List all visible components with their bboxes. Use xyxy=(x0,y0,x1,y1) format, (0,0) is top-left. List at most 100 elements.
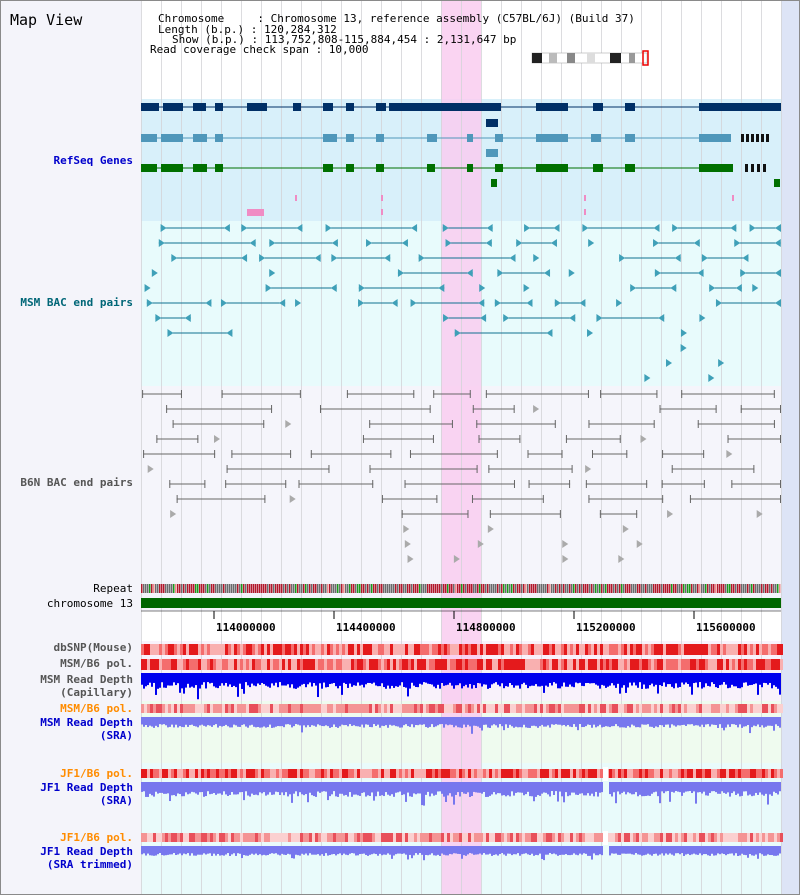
msm-depth-capillary-bar xyxy=(641,673,643,689)
msm-depth-capillary-bar xyxy=(381,673,383,684)
repeat-element xyxy=(269,584,271,593)
msm-depth-sra-bar xyxy=(593,717,595,725)
jf1-depth-sra-bar xyxy=(731,782,733,794)
msm-pol-sra-heat-cell xyxy=(531,704,534,713)
msm-depth-capillary-bar xyxy=(277,673,279,688)
repeat-element xyxy=(659,584,661,593)
dbsnp-heat-cell xyxy=(198,644,201,655)
msm-pol-heat-cell xyxy=(507,659,510,670)
jf1-depth-sra-bar xyxy=(515,782,517,793)
msm-depth-capillary-bar xyxy=(483,673,485,685)
msm-depth-sra-bar xyxy=(605,717,607,727)
jf1-pol-trimmed-heat-cell xyxy=(231,833,234,842)
msm-pol-sra-heat-cell xyxy=(507,704,510,713)
jf1-depth-trimmed-bar xyxy=(395,846,397,855)
msm-pol-sra-heat-cell xyxy=(360,704,363,713)
jf1-depth-sra-bar xyxy=(407,782,409,793)
repeat-element xyxy=(283,584,285,593)
msm-depth-sra-bar xyxy=(545,717,547,727)
msm-depth-capillary-bar xyxy=(569,673,571,685)
msm-bac-end-pairs-label[interactable]: MSM BAC end pairs xyxy=(20,296,133,309)
jf1-pol-trimmed-heat-cell xyxy=(687,833,690,842)
msm-depth-capillary-bar xyxy=(257,673,259,684)
jf1-depth-sra-bar xyxy=(149,782,151,794)
jf1-pol-trimmed-heat-cell xyxy=(690,833,693,842)
b6n-bac-end xyxy=(533,405,540,413)
jf1-pol-trimmed-heat-cell xyxy=(333,833,336,842)
jf1-pol-heat-cell xyxy=(555,769,558,778)
msm-depth-sra-bar xyxy=(199,717,201,726)
msm-pol-heat-cell xyxy=(414,659,417,670)
b6n-bac-end xyxy=(204,480,206,488)
repeat-element xyxy=(653,584,655,593)
jf1-depth-sra-bar xyxy=(559,782,561,792)
msm-depth-capillary-bar xyxy=(357,673,359,683)
jf1-pol-trimmed-heat-cell xyxy=(363,833,366,842)
msm-depth-sra-bar xyxy=(577,717,579,731)
msm-depth-sra-bar xyxy=(383,717,385,727)
repeat-element xyxy=(715,584,717,593)
msm-depth-capillary-bar xyxy=(745,673,747,683)
msm-depth-capillary-bar xyxy=(555,673,557,684)
jf1-depth-sra-bar xyxy=(237,782,239,795)
jf1-depth-sra-bar xyxy=(663,782,665,794)
jf1-pol-trimmed-heat-cell xyxy=(351,833,354,842)
jf1-pol-trimmed-heat-cell xyxy=(675,833,678,842)
msm-pol-heat-cell xyxy=(657,659,660,670)
msm-depth-sra-bar xyxy=(259,717,261,728)
repeat-element xyxy=(607,584,609,593)
msm-depth-sra-bar xyxy=(371,717,373,728)
msm-depth-capillary-bar xyxy=(535,673,537,685)
msm-pol-sra-heat-cell xyxy=(780,704,783,713)
msm-depth-sra-bar xyxy=(771,717,773,726)
b6n-bac-end xyxy=(142,390,144,398)
jf1-depth-trimmed-bar xyxy=(219,846,221,856)
msm-pol-heat-cell xyxy=(654,659,657,670)
b6n-bac-end xyxy=(156,435,158,443)
jf1-depth-trimmed-bar xyxy=(737,846,739,856)
msm-depth-sra-bar xyxy=(693,717,695,726)
jf1-depth-sra-bar xyxy=(217,782,219,794)
jf1-depth-sra-bar xyxy=(707,782,709,796)
msm-pol-sra-heat-cell xyxy=(234,704,237,713)
refseq-gene-steel-exon xyxy=(699,134,731,142)
msm-pol-sra-heat-cell xyxy=(249,704,252,713)
jf1-pol-heat-cell xyxy=(624,769,627,778)
msm-depth-sra-bar xyxy=(561,717,563,726)
msm-pol-heat-cell xyxy=(306,659,309,670)
jf1-pol-heat-cell xyxy=(657,769,660,778)
jf1-depth-sra-bar xyxy=(163,782,165,794)
msm-depth-capillary-bar xyxy=(695,673,697,683)
msm-pol-sra-heat-cell xyxy=(390,704,393,713)
msm-depth-sra-bar xyxy=(521,717,523,728)
jf1-depth-sra-sub: (SRA) xyxy=(99,794,133,807)
msm-depth-sra-bar xyxy=(739,717,741,725)
repeat-element xyxy=(747,584,749,593)
msm-depth-capillary-bar xyxy=(699,673,701,683)
refseq-genes-label[interactable]: RefSeq Genes xyxy=(53,154,133,167)
msm-depth-capillary-bar xyxy=(551,673,553,686)
dbsnp-heat-cell xyxy=(540,644,543,655)
repeat-element xyxy=(143,584,145,593)
b6n-bac-end xyxy=(618,555,625,563)
msm-depth-sra-bar xyxy=(687,717,689,725)
msm-depth-sra-bar xyxy=(349,717,351,725)
refseq-gene-green-exon xyxy=(536,164,568,172)
repeat-element xyxy=(355,584,357,593)
msm-depth-sra-bar xyxy=(645,717,647,725)
repeat-element xyxy=(713,584,715,593)
msm-depth-sra-bar xyxy=(435,717,437,727)
msm-bac-end xyxy=(503,314,510,322)
msm-depth-sra-bar xyxy=(353,717,355,726)
jf1-depth-sra-bar xyxy=(289,782,291,795)
jf1-depth-sra-bar xyxy=(357,782,359,796)
b6n-bac-end-pairs-label[interactable]: B6N BAC end pairs xyxy=(20,476,133,489)
jf1-pol-heat-cell xyxy=(402,769,405,778)
jf1-depth-sra-bar xyxy=(313,782,315,797)
jf1-pol-heat-cell xyxy=(228,769,231,778)
jf1-depth-trimmed-bar xyxy=(343,846,345,854)
msm-depth-capillary-bar xyxy=(597,673,599,686)
repeat-element xyxy=(673,584,675,593)
jf1-depth-trimmed-bar xyxy=(321,846,323,855)
